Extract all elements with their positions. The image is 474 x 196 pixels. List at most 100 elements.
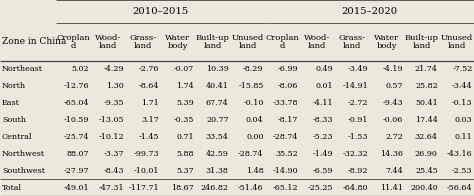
Text: North: North [2,82,26,90]
Text: 17.44: 17.44 [415,116,438,124]
Text: -65.12: -65.12 [273,183,299,191]
Text: -28.74: -28.74 [273,133,299,141]
Text: -9.35: -9.35 [104,99,124,107]
Text: 31.38: 31.38 [206,167,228,175]
Text: -2.76: -2.76 [138,65,159,73]
Text: 246.82: 246.82 [201,183,228,191]
Text: -32.32: -32.32 [342,150,368,158]
Text: 5.88: 5.88 [176,150,194,158]
Text: Water
body: Water body [374,34,400,50]
Text: -25.25: -25.25 [308,183,333,191]
Text: -10.12: -10.12 [99,133,124,141]
Text: -8.64: -8.64 [138,82,159,90]
Text: -14.91: -14.91 [342,82,368,90]
Text: -0.07: -0.07 [173,65,194,73]
Text: 0.00: 0.00 [246,133,264,141]
Text: -64.80: -64.80 [343,183,368,191]
Text: -12.76: -12.76 [64,82,89,90]
Text: -0.91: -0.91 [347,116,368,124]
Text: 21.74: 21.74 [415,65,438,73]
Text: -2.53: -2.53 [452,167,473,175]
Text: -28.74: -28.74 [238,150,264,158]
Text: -10.01: -10.01 [134,167,159,175]
Text: -1.45: -1.45 [138,133,159,141]
Text: -7.52: -7.52 [452,65,473,73]
Text: -4.11: -4.11 [312,99,333,107]
Text: 50.41: 50.41 [415,99,438,107]
Text: 88.07: 88.07 [67,150,89,158]
Text: Wood-
land: Wood- land [304,34,330,50]
Text: -6.59: -6.59 [313,167,333,175]
Text: -10.59: -10.59 [64,116,89,124]
Text: 26.90: 26.90 [415,150,438,158]
Text: Central: Central [2,133,32,141]
Text: 25.45: 25.45 [415,167,438,175]
Text: 0.04: 0.04 [246,116,264,124]
Text: -65.04: -65.04 [64,99,89,107]
Text: 1.71: 1.71 [141,99,159,107]
Text: -4.29: -4.29 [103,65,124,73]
Text: -3.37: -3.37 [104,150,124,158]
Text: -15.85: -15.85 [238,82,264,90]
Text: 11.41: 11.41 [380,183,403,191]
Text: Northwest: Northwest [2,150,45,158]
Text: Northeast: Northeast [2,65,43,73]
Text: -99.73: -99.73 [133,150,159,158]
Text: -14.90: -14.90 [273,167,299,175]
Text: -9.43: -9.43 [382,99,403,107]
Text: South: South [2,116,26,124]
Text: -0.06: -0.06 [383,116,403,124]
Text: -117.71: -117.71 [128,183,159,191]
Text: Zone in China: Zone in China [2,37,66,46]
Text: 0.11: 0.11 [455,133,473,141]
Text: -43.16: -43.16 [447,150,473,158]
Text: Total: Total [2,183,22,191]
Text: -8.43: -8.43 [104,167,124,175]
Text: 33.54: 33.54 [206,133,228,141]
Text: 200.40: 200.40 [410,183,438,191]
Text: Croplan
d: Croplan d [265,34,299,50]
Text: -2.72: -2.72 [347,99,368,107]
Text: -56.64: -56.64 [447,183,473,191]
Text: 25.82: 25.82 [415,82,438,90]
Text: -13.05: -13.05 [99,116,124,124]
Text: Unused
land: Unused land [440,34,473,50]
Text: -1.49: -1.49 [312,150,333,158]
Text: -8.92: -8.92 [347,167,368,175]
Text: -49.01: -49.01 [64,183,89,191]
Text: 2015–2020: 2015–2020 [341,7,398,16]
Text: Built-up
land: Built-up land [405,34,438,50]
Text: 2.72: 2.72 [385,133,403,141]
Text: 32.64: 32.64 [415,133,438,141]
Text: Water
body: Water body [165,34,191,50]
Text: 20.77: 20.77 [206,116,228,124]
Text: 0.49: 0.49 [316,65,333,73]
Text: 2010–2015: 2010–2015 [132,7,189,16]
Text: 35.52: 35.52 [276,150,299,158]
Text: -8.06: -8.06 [278,82,299,90]
Text: East: East [2,99,20,107]
Text: 14.36: 14.36 [380,150,403,158]
Text: 1.30: 1.30 [107,82,124,90]
Text: 0.03: 0.03 [455,116,473,124]
Text: Southwest: Southwest [2,167,45,175]
Text: -3.44: -3.44 [452,82,473,90]
Text: 1.74: 1.74 [176,82,194,90]
Text: 42.59: 42.59 [206,150,228,158]
Text: Grass-
land: Grass- land [129,34,156,50]
Text: -1.53: -1.53 [347,133,368,141]
Text: 5.02: 5.02 [72,65,89,73]
Text: 0.01: 0.01 [316,82,333,90]
Text: 5.39: 5.39 [176,99,194,107]
Text: Built-up
land: Built-up land [196,34,229,50]
Text: Unused
land: Unused land [231,34,264,50]
Text: -6.99: -6.99 [278,65,299,73]
Text: -8.17: -8.17 [278,116,299,124]
Text: 40.41: 40.41 [206,82,228,90]
Text: 10.39: 10.39 [206,65,228,73]
Text: Croplan
d: Croplan d [56,34,90,50]
Text: 67.74: 67.74 [206,99,228,107]
Text: -8.29: -8.29 [243,65,264,73]
Text: Grass-
land: Grass- land [338,34,365,50]
Text: 3.17: 3.17 [141,116,159,124]
